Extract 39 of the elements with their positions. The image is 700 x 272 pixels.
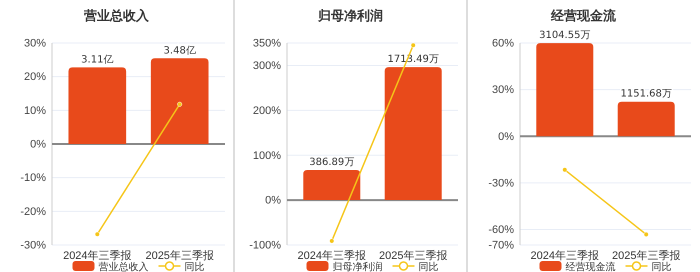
legend-label: 归母净利润 [332,261,382,272]
data-label: 1151.68万 [620,88,672,100]
legend-label: 经营现金流 [566,261,616,272]
data-label: 3.48亿 [164,45,196,56]
legend-label: 营业总收入 [98,261,148,272]
y-tick-label: 0% [30,138,46,151]
y-tick-label: -70% [488,240,514,252]
y-tick-label: -20% [20,206,46,218]
y-tick-label: 350% [252,38,282,50]
y-tick-label: 60% [492,38,514,50]
x-tick-label: 2025年三季报 [378,248,448,262]
legend-label: 同比 [652,261,672,272]
chart-title: 归母净利润 [317,8,383,24]
y-tick-label: 0% [498,130,514,143]
y-tick-label: -100% [249,240,282,252]
y-tick-label: 100% [252,150,282,162]
data-label: 3104.55万 [539,30,590,42]
y-tick-label: 0% [265,194,282,207]
y-tick-label: -30% [20,240,46,252]
y-tick-label: 300% [252,60,282,72]
x-tick-label: 2024年三季报 [63,248,132,262]
y-tick-label: 30% [24,38,46,50]
legend-label: 同比 [184,261,204,272]
y-tick-label: 10% [24,104,46,117]
x-tick-label: 2025年三季报 [612,248,680,262]
legend-label: 同比 [418,261,438,272]
chart-title: 营业总收入 [83,8,150,24]
y-tick-label: 200% [252,104,282,117]
x-tick-label: 2024年三季报 [298,248,366,262]
data-label: 3.11亿 [81,54,114,66]
x-tick-label: 2024年三季报 [530,248,600,262]
y-tick-label: 20% [24,71,46,84]
chart-title: 经营现金流 [550,8,617,24]
y-tick-label: -30% [488,177,514,190]
y-tick-label: -60% [488,224,514,236]
data-label: 386.89万 [309,157,354,168]
x-tick-label: 2025年三季报 [145,248,214,262]
y-tick-label: -10% [20,172,46,184]
y-tick-label: 30% [492,84,514,96]
